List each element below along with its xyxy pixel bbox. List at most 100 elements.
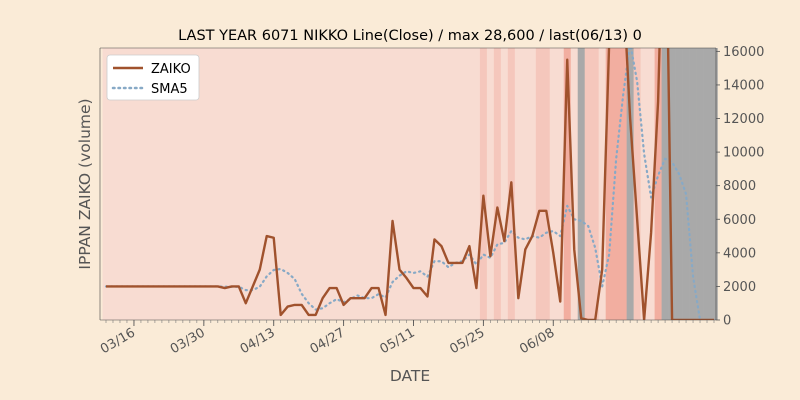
volume-band [165,48,173,320]
volume-band [458,48,467,320]
volume-band [172,48,180,320]
volume-band [144,48,152,320]
legend-label-zaiko: ZAIKO [151,62,191,77]
volume-band [305,48,313,320]
volume-band [256,48,264,320]
volume-band [109,48,117,320]
volume-band [354,48,362,320]
volume-band [472,48,481,320]
volume-band [410,48,418,320]
y-tick-label: 0 [723,314,731,329]
volume-band [242,48,250,320]
volume-band [626,48,634,320]
volume-band [654,48,662,320]
x-axis-label: DATE [390,367,430,385]
volume-band [465,48,474,320]
y-axis-label: IPPAN ZAIKO (volume) [76,98,94,269]
y-tick-label: 4000 [723,246,756,261]
volume-band [703,48,711,320]
volume-band [130,48,138,320]
volume-band [619,48,627,320]
volume-band [514,48,523,320]
volume-band [284,48,292,320]
volume-band [710,48,718,320]
chart-title: LAST YEAR 6071 NIKKO Line(Close) / max 2… [178,28,642,44]
volume-band [319,48,327,320]
series-layer [104,48,716,320]
legend: ZAIKO SMA5 [106,54,200,101]
y-tick-label: 12000 [723,112,764,127]
volume-band [179,48,187,320]
volume-band [451,48,460,320]
volume-band [556,48,565,320]
plot-area [99,47,718,321]
volume-band [263,48,271,320]
y-tick-label: 16000 [723,45,764,60]
volume-band [200,48,208,320]
y-tick-label: 14000 [723,78,764,93]
series-line-zaiko [106,48,714,320]
volume-band [403,48,411,320]
volume-band [291,48,299,320]
volume-band [375,48,383,320]
volume-band [382,48,390,320]
volume-band [396,48,404,320]
volume-band [640,48,648,320]
volume-band [137,48,145,320]
volume-band [437,48,446,320]
volume-band [423,48,432,320]
volume-band [368,48,376,320]
volume-band [430,48,439,320]
y-tick-label: 2000 [723,280,756,295]
volume-band [221,48,229,320]
volume-band [102,48,110,320]
volume-band [521,48,530,320]
volume-band [193,48,201,320]
volume-band [158,48,166,320]
volume-band [493,48,502,320]
volume-band [591,48,599,320]
volume-band [570,48,579,320]
volume-band [389,48,397,320]
volume-band [584,48,592,320]
volume-band [361,48,369,320]
volume-band [689,48,697,320]
volume-band [486,48,495,320]
volume-band [151,48,159,320]
volume-band [312,48,320,320]
volume-band [696,48,704,320]
volume-band [668,48,676,320]
volume-band [542,48,551,320]
volume-band [277,48,285,320]
volume-band [577,48,586,320]
volume-band [605,48,613,320]
y-axis: 0 2000 4000 6000 8000 10000 12000 14000 16000 [716,45,764,329]
volume-band [563,48,572,320]
volume-band [612,48,620,320]
y-tick-label: 10000 [723,146,764,161]
volume-band [249,48,257,320]
volume-bands [102,48,718,320]
volume-band [633,48,641,320]
volume-band [207,48,215,320]
series-line-sma5 [104,48,716,320]
volume-band [549,48,558,320]
legend-label-sma5: SMA5 [151,82,188,97]
volume-band [298,48,306,320]
volume-band [598,48,606,320]
volume-band [528,48,537,320]
volume-band [500,48,509,320]
volume-band [416,48,425,320]
volume-band [682,48,690,320]
volume-band [340,48,348,320]
volume-band [116,48,124,320]
volume-band [675,48,683,320]
volume-band [123,48,131,320]
volume-band [444,48,453,320]
volume-band [661,48,669,320]
volume-band [333,48,341,320]
volume-band [228,48,236,320]
volume-band [479,48,488,320]
volume-band [186,48,194,320]
